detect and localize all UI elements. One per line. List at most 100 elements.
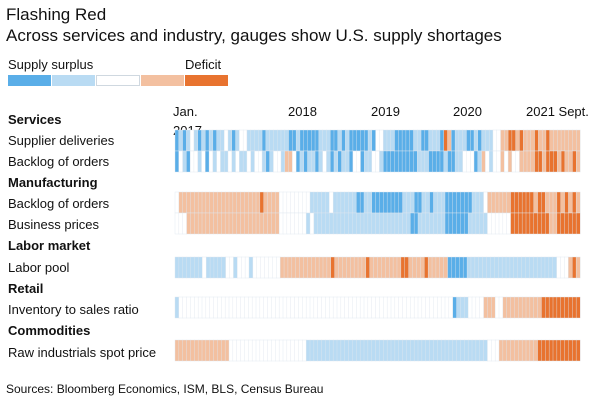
heatmap-cell (298, 296, 303, 319)
x-tick-label: Jan. (173, 104, 198, 119)
heatmap-cell (548, 212, 554, 235)
heatmap-cell (498, 212, 504, 235)
heatmap-cell (352, 150, 358, 173)
heatmap-cell (510, 212, 515, 235)
heatmap-cell (417, 150, 422, 173)
heatmap-cell (375, 129, 380, 152)
heatmap-cell (294, 296, 299, 319)
heatmap-cell (182, 296, 188, 319)
heatmap-cell (525, 191, 531, 214)
heatmap-cell (451, 150, 456, 173)
heatmap-cell (363, 296, 369, 319)
heatmap-cell (425, 296, 431, 319)
heatmap-cell (529, 212, 535, 235)
heatmap-cell (517, 256, 523, 279)
heatmap-cell (174, 212, 180, 235)
heatmap-cell (402, 212, 407, 235)
heatmap-cell (424, 256, 429, 279)
heatmap-cell (479, 212, 485, 235)
heatmap-cell (182, 129, 187, 152)
heatmap-cell (466, 256, 472, 279)
heatmap-cell (521, 339, 527, 362)
heatmap-cell (471, 339, 477, 362)
heatmap-cell (292, 150, 297, 173)
heatmap-cell (553, 129, 558, 152)
heatmap-cell (307, 256, 312, 279)
heatmap-cell (556, 191, 562, 214)
heatmap-cell (217, 296, 222, 319)
heatmap-cell (491, 212, 496, 235)
heatmap-cell (432, 150, 437, 173)
heatmap-cell (564, 339, 569, 362)
heatmap-cell (406, 339, 411, 362)
heatmap-cell (390, 129, 396, 152)
heatmap-cell (390, 212, 396, 235)
heatmap-cell (294, 191, 299, 214)
heatmap-cell (421, 212, 427, 235)
heatmap-cell (526, 129, 532, 152)
heatmap-cell (239, 150, 244, 173)
heatmap-cell (228, 191, 234, 214)
heatmap-cell (322, 150, 327, 173)
heatmap-cell (401, 129, 407, 152)
heatmap-cell (471, 191, 477, 214)
heatmap-cell (385, 256, 390, 279)
heatmap-cell (538, 150, 543, 173)
heatmap-cell (303, 150, 308, 173)
heatmap-cell (456, 212, 461, 235)
heatmap-cell (420, 256, 425, 279)
heatmap-cell (284, 129, 290, 152)
heatmap-cell (178, 339, 184, 362)
heatmap-cell (386, 150, 392, 173)
heatmap-cell (352, 212, 357, 235)
heatmap-cell (224, 296, 230, 319)
heatmap-cell (487, 191, 492, 214)
heatmap-cell (458, 150, 464, 173)
heatmap-cell (205, 129, 210, 152)
heatmap-cell (413, 191, 419, 214)
heatmap-cell (305, 339, 311, 362)
heatmap-cell (487, 212, 492, 235)
heatmap-cell (537, 339, 542, 362)
heatmap-cell (383, 212, 388, 235)
heatmap-cell (340, 296, 346, 319)
heatmap-cell (227, 129, 233, 152)
heatmap-cell (278, 296, 284, 319)
heatmap-cell (302, 339, 307, 362)
heatmap-cell (295, 129, 301, 152)
heatmap-cell (373, 256, 378, 279)
heatmap-cell (417, 296, 423, 319)
heatmap-cell (209, 212, 215, 235)
heatmap-cell (498, 256, 503, 279)
heatmap-cell (322, 129, 327, 152)
heatmap-cell (377, 256, 382, 279)
heatmap-cell (254, 150, 259, 173)
heatmap-cell (309, 339, 315, 362)
heatmap-cell (277, 150, 282, 173)
heatmap-cell (278, 212, 284, 235)
heatmap-cell (398, 129, 403, 152)
heatmap-cell (491, 191, 496, 214)
heatmap-cell (325, 296, 330, 319)
heatmap-cell (186, 339, 191, 362)
heatmap-cell (564, 296, 569, 319)
heatmap-cell (318, 150, 324, 173)
heatmap-cell (492, 129, 498, 152)
heatmap-cell (379, 296, 384, 319)
heatmap-cell (248, 339, 253, 362)
heatmap-cell (255, 191, 261, 214)
heatmap-cell (413, 129, 418, 152)
heatmap-cell (198, 256, 203, 279)
heatmap-cell (309, 212, 315, 235)
heatmap-cell (224, 339, 230, 362)
heatmap-cell (440, 212, 446, 235)
heatmap-cell (174, 129, 180, 152)
heatmap-cell (313, 296, 319, 319)
heatmap-cell (536, 256, 542, 279)
heatmap-cell (313, 191, 319, 214)
heatmap-cell (467, 296, 473, 319)
heatmap-cell (505, 256, 511, 279)
heatmap-cell (278, 339, 284, 362)
heatmap-cell (575, 339, 581, 362)
heatmap-cell (518, 296, 523, 319)
